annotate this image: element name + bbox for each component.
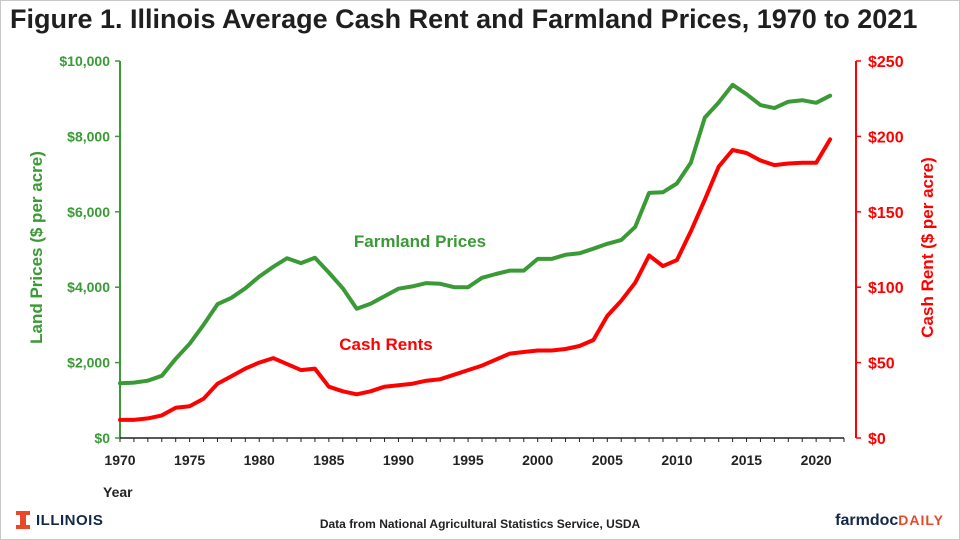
left-tick-label: $8,000 bbox=[67, 128, 110, 144]
left-axis-title: Land Prices ($ per acre) bbox=[27, 151, 46, 344]
right-tick-label: $250 bbox=[868, 54, 904, 71]
left-tick-label: $0 bbox=[94, 430, 110, 446]
left-tick-label: $2,000 bbox=[67, 355, 110, 371]
x-tick-label: 2000 bbox=[522, 452, 553, 468]
annotation-farmland-prices: Farmland Prices bbox=[354, 232, 486, 251]
left-tick-label: $4,000 bbox=[67, 279, 110, 295]
left-tick-label: $6,000 bbox=[67, 204, 110, 220]
brand-part2: DAILY bbox=[898, 512, 944, 528]
left-tick-label: $10,000 bbox=[59, 53, 110, 69]
x-tick-label: 1980 bbox=[244, 452, 275, 468]
axes: $0 $2,000 $4,000 $6,000 $8,000 $10,000 $0 $50 $1… bbox=[59, 53, 903, 468]
x-tick-label: 1975 bbox=[174, 452, 205, 468]
page-title: Figure 1. Illinois Average Cash Rent and… bbox=[10, 4, 918, 34]
x-tick-label: 2010 bbox=[661, 452, 692, 468]
right-tick-label: $150 bbox=[868, 205, 904, 222]
labels: Year Land Prices ($ per acre) Cash Rent ($… bbox=[27, 151, 937, 500]
brand-part1: farmdoc bbox=[835, 512, 899, 529]
farmdoc-daily-logo: farmdocDAILY bbox=[835, 512, 944, 530]
source-note: Data from National Agricultural Statisti… bbox=[319, 517, 641, 531]
logo-text: ILLINOIS bbox=[36, 511, 104, 529]
x-tick-label: 1990 bbox=[383, 452, 414, 468]
annotation-cash-rents: Cash Rents bbox=[339, 335, 433, 354]
right-axis-title: Cash Rent ($ per acre) bbox=[918, 157, 937, 337]
right-tick-label: $0 bbox=[868, 431, 886, 448]
x-tick-label: 1995 bbox=[452, 452, 483, 468]
series-layer bbox=[118, 82, 833, 422]
series-line-farmland-prices bbox=[118, 82, 833, 386]
x-tick-label: 1985 bbox=[313, 452, 344, 468]
block-i-icon bbox=[16, 511, 30, 529]
x-tick-label: 2015 bbox=[731, 452, 762, 468]
x-tick-label: 1970 bbox=[104, 452, 135, 468]
illinois-logo: ILLINOIS bbox=[16, 511, 103, 529]
right-tick-label: $100 bbox=[868, 280, 904, 297]
right-tick-label: $50 bbox=[868, 356, 895, 373]
x-tick-label: 2005 bbox=[592, 452, 623, 468]
x-axis-title: Year bbox=[103, 484, 133, 500]
x-tick-label: 2020 bbox=[801, 452, 832, 468]
right-tick-label: $200 bbox=[868, 129, 904, 146]
series-line-cash-rents bbox=[118, 137, 833, 422]
